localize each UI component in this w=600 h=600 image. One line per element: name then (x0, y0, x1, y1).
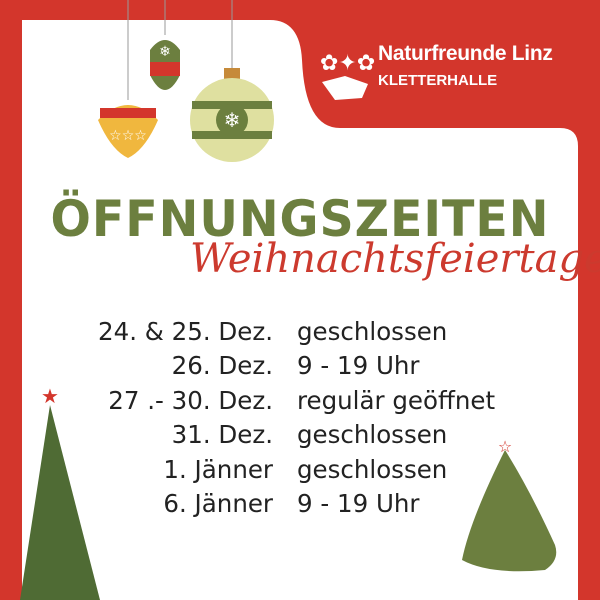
schedule-row: 24. & 25. Dez. geschlossen (60, 314, 540, 349)
christmas-tree-icon: ★ (20, 384, 100, 600)
svg-text:✿✦✿: ✿✦✿ (320, 51, 375, 76)
svg-text:❄: ❄ (224, 108, 241, 132)
ornament-icon: ❄ (190, 0, 274, 162)
schedule-hours: 9 - 19 Uhr (297, 489, 420, 519)
schedule-date: 24. & 25. Dez. (98, 316, 273, 346)
schedule-date: 27 .- 30. Dez. (108, 385, 273, 415)
schedule-hours: 9 - 19 Uhr (297, 351, 420, 381)
schedule-row: 1. Jänner geschlossen (60, 452, 540, 487)
naturfreunde-logo-icon: ✿✦✿ (320, 51, 375, 100)
schedule-hours: geschlossen (297, 420, 448, 450)
ornament-icon: ☆☆☆ (98, 0, 158, 158)
ornament-icon: ❄ (150, 0, 180, 90)
schedule-date: 6. Jänner (163, 489, 273, 519)
schedule-hours: geschlossen (297, 454, 448, 484)
logo-subtitle: KLETTERHALLE (378, 72, 498, 89)
schedule-row: 27 .- 30. Dez. regulär geöffnet (60, 383, 540, 418)
schedule-date: 26. Dez. (171, 351, 273, 381)
schedule-row: 6. Jänner 9 - 19 Uhr (60, 487, 540, 522)
schedule-row: 26. Dez. 9 - 19 Uhr (60, 349, 540, 384)
christmas-tree-icon: ☆ (462, 437, 557, 572)
schedule-hours: regulär geöffnet (297, 385, 496, 415)
page-title: ÖFFNUNGSZEITEN (50, 190, 550, 248)
svg-text:★: ★ (41, 384, 59, 408)
svg-text:☆: ☆ (498, 437, 512, 456)
logo-name: Naturfreunde Linz (378, 42, 553, 65)
schedule-date: 1. Jänner (163, 454, 273, 484)
svg-text:☆☆☆: ☆☆☆ (109, 128, 147, 144)
page-subtitle: Weihnachtsfeiertage (190, 236, 600, 282)
schedule: 24. & 25. Dez. geschlossen 26. Dez. 9 - 19… (60, 314, 540, 521)
schedule-date: 31. Dez. (171, 420, 273, 450)
schedule-row: 31. Dez. geschlossen (60, 418, 540, 453)
schedule-hours: geschlossen (297, 316, 448, 346)
svg-text:❄: ❄ (159, 44, 171, 60)
